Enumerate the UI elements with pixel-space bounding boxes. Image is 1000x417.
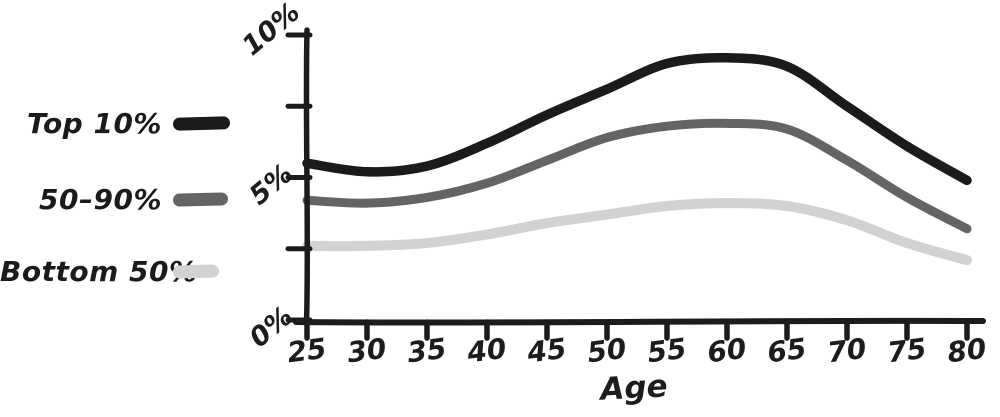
x-tick-label: 50 <box>585 332 628 370</box>
legend-label-top-10: Top 10% <box>26 106 162 140</box>
series-top-10 <box>302 52 972 186</box>
x-tick-label: 75 <box>885 332 928 370</box>
x-axis-title: Age <box>596 368 668 408</box>
series-50-90 <box>302 118 972 234</box>
legend-item-bottom-50: Bottom 50% <box>0 250 220 292</box>
x-axis <box>293 317 986 326</box>
y-tick-label: 10% <box>237 0 306 62</box>
x-tick-label: 30 <box>345 332 388 370</box>
x-tick-label: 65 <box>765 332 808 370</box>
x-tick-label: 80 <box>945 332 988 370</box>
x-tick-label: 55 <box>645 332 688 370</box>
x-tick-label: 70 <box>825 332 868 370</box>
x-tick-label: 25 <box>285 332 328 370</box>
x-tick-label: 40 <box>464 332 508 370</box>
legend-item-top-10: Top 10% <box>0 102 231 144</box>
x-tick-label: 60 <box>705 332 748 370</box>
legend-item-50-90: 50–90% <box>0 178 229 220</box>
x-tick-label: 45 <box>524 332 568 370</box>
y-tick-label: 5% <box>244 158 299 211</box>
x-tick-label: 35 <box>405 332 448 370</box>
legend-label-50-90: 50–90% <box>39 182 162 216</box>
series-bottom-50 <box>302 198 972 266</box>
